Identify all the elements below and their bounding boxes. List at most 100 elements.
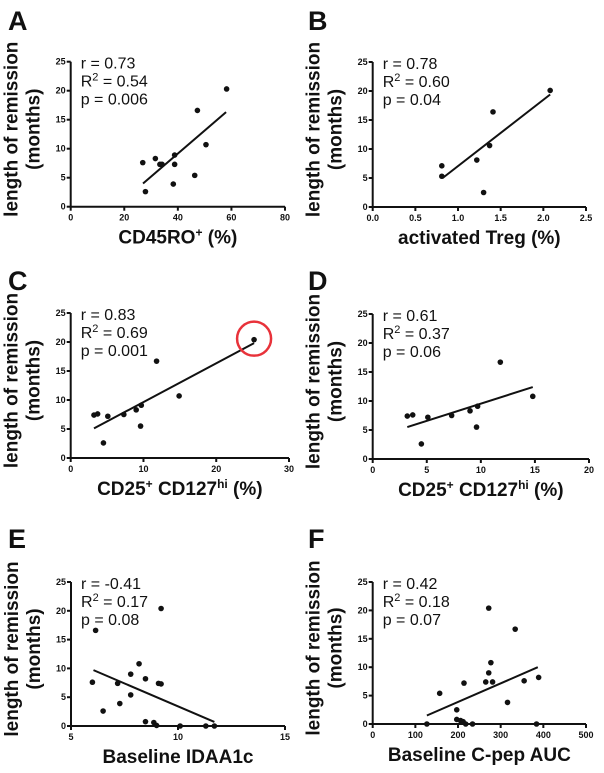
regression-line bbox=[407, 386, 534, 429]
x-label-superscript: + bbox=[146, 477, 153, 491]
data-point bbox=[170, 181, 177, 187]
data-point bbox=[512, 626, 518, 632]
data-point bbox=[203, 723, 209, 729]
r-squared-label: R bbox=[81, 74, 93, 91]
regression-line bbox=[142, 111, 227, 185]
y-axis-label: length of remission bbox=[304, 294, 325, 469]
data-point bbox=[453, 707, 460, 713]
data-point bbox=[116, 700, 123, 707]
y-tick-label: 5 bbox=[61, 692, 66, 702]
data-point bbox=[409, 412, 416, 418]
data-point bbox=[152, 155, 159, 162]
panel-d: D 0 5 10 15 20 0 5 10 15 20 25 length of remission (m… bbox=[304, 266, 594, 501]
r-squared-sup: 2 bbox=[92, 72, 98, 84]
data-point bbox=[136, 660, 142, 667]
data-point bbox=[194, 107, 201, 114]
data-point bbox=[533, 721, 540, 727]
data-point bbox=[425, 414, 431, 421]
y-tick-label: 20 bbox=[56, 86, 66, 96]
x-label-text: CD25 bbox=[398, 480, 447, 501]
data-point bbox=[158, 681, 164, 687]
panel-letter: F bbox=[308, 524, 325, 554]
panel-letter: D bbox=[308, 266, 328, 296]
x-tick-label: 30 bbox=[284, 464, 294, 474]
x-label-text: (%) bbox=[228, 479, 263, 500]
stat-r-squared: R2 = 0.69 bbox=[81, 323, 148, 342]
y-tick-label: 0 bbox=[61, 202, 66, 212]
stat-p: p = 0.006 bbox=[81, 92, 148, 109]
x-tick-label: 0 bbox=[370, 730, 375, 740]
y-tick-label: 15 bbox=[56, 635, 66, 645]
y-tick-label: 20 bbox=[358, 338, 368, 348]
y-axis-label: length of remission bbox=[304, 42, 325, 217]
x-axis-label: CD45RO+ (%) bbox=[118, 226, 237, 249]
x-tick-label: 20 bbox=[211, 464, 221, 474]
data-point bbox=[203, 141, 209, 148]
stat-r: r = 0.73 bbox=[81, 56, 136, 73]
data-point bbox=[137, 423, 144, 429]
data-point bbox=[467, 408, 473, 414]
data-point bbox=[127, 692, 134, 698]
data-point bbox=[529, 393, 536, 400]
x-label-text: Baseline IDAA1c bbox=[102, 747, 253, 768]
data-point bbox=[474, 403, 481, 410]
regression-line bbox=[93, 342, 255, 430]
x-tick-label: 2.0 bbox=[537, 213, 550, 223]
r-squared-label: R bbox=[383, 74, 395, 91]
y-tick-label: 25 bbox=[358, 309, 368, 319]
regression-line bbox=[93, 669, 215, 723]
data-point bbox=[448, 412, 455, 419]
panel-letter: B bbox=[308, 6, 328, 36]
data-point bbox=[485, 605, 492, 611]
x-label-superscript: + bbox=[195, 226, 202, 240]
r-squared-label: R bbox=[383, 594, 395, 611]
x-tick-label: 60 bbox=[226, 213, 236, 223]
data-point bbox=[191, 172, 198, 179]
y-tick-label: 20 bbox=[358, 605, 368, 615]
r-squared-sup: 2 bbox=[93, 592, 99, 604]
y-tick-label: 15 bbox=[56, 115, 66, 125]
y-tick-label: 0 bbox=[363, 454, 368, 464]
y-axis-unit: (months) bbox=[326, 89, 347, 170]
y-axis-label: length of remission bbox=[2, 293, 23, 468]
stat-r-squared: R2 = 0.54 bbox=[81, 72, 148, 91]
data-point bbox=[142, 188, 149, 195]
data-point bbox=[114, 680, 121, 687]
data-point bbox=[133, 407, 139, 413]
y-tick-label: 25 bbox=[56, 308, 66, 318]
x-tick-label: 0 bbox=[68, 213, 73, 223]
r-squared-label: R bbox=[81, 325, 93, 342]
r-squared-value: = 0.18 bbox=[400, 594, 449, 611]
x-axis-label: CD25+ CD127hi (%) bbox=[398, 478, 564, 501]
x-axis-label: activated Treg (%) bbox=[398, 228, 561, 249]
data-point bbox=[127, 671, 134, 677]
data-point bbox=[535, 674, 542, 681]
y-tick-label: 5 bbox=[363, 691, 368, 701]
panel-f: F 0 100 200 300 400 500 0 5 10 15 20 25 length of rem… bbox=[304, 524, 594, 766]
x-axis-label: Baseline C-pep AUC bbox=[388, 745, 571, 766]
data-point bbox=[504, 699, 511, 706]
data-point bbox=[469, 721, 476, 727]
y-tick-label: 25 bbox=[358, 577, 368, 587]
x-axis-label: CD25+ CD127hi (%) bbox=[97, 477, 263, 500]
stat-r: r = 0.61 bbox=[383, 308, 438, 325]
y-tick-label: 15 bbox=[358, 367, 368, 377]
r-squared-sup: 2 bbox=[92, 323, 98, 335]
x-tick-label: 0.5 bbox=[409, 213, 422, 223]
y-tick-label: 20 bbox=[56, 337, 66, 347]
y-tick-label: 5 bbox=[61, 424, 66, 434]
y-axis-unit: (months) bbox=[24, 340, 45, 421]
data-point bbox=[482, 679, 489, 685]
x-tick-label: 40 bbox=[173, 213, 183, 223]
data-point bbox=[153, 722, 160, 729]
y-tick-label: 0 bbox=[363, 202, 368, 212]
x-label-text: (%) bbox=[202, 228, 237, 249]
r-squared-value: = 0.69 bbox=[98, 325, 147, 342]
y-tick-label: 20 bbox=[358, 86, 368, 96]
stat-r-squared: R2 = 0.18 bbox=[383, 592, 450, 611]
y-tick-label: 25 bbox=[358, 57, 368, 67]
x-tick-label: 1.0 bbox=[452, 213, 465, 223]
data-point bbox=[439, 163, 445, 169]
